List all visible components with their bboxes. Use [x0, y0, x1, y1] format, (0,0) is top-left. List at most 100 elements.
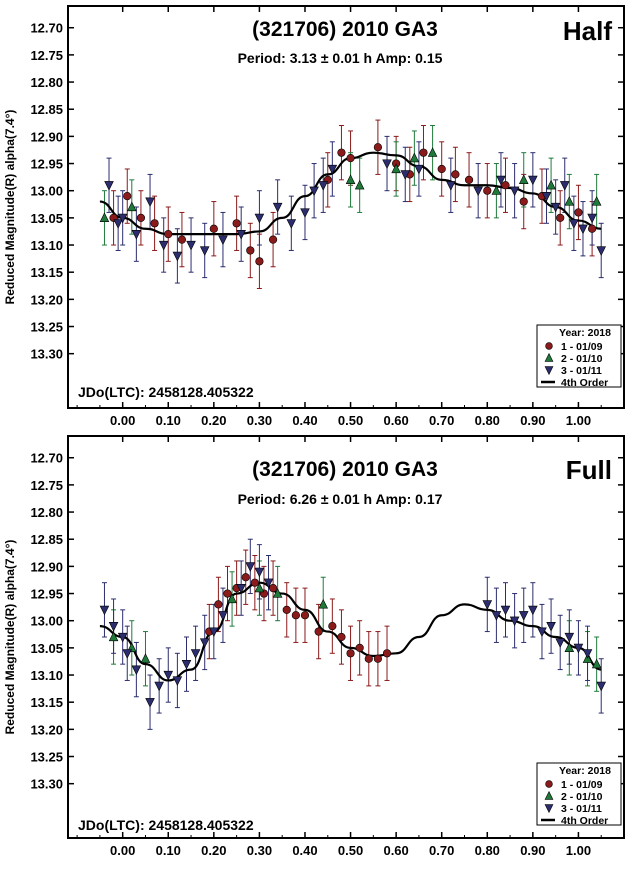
data-point	[541, 192, 552, 202]
x-tick-label: 0.80	[475, 413, 500, 428]
data-point	[546, 179, 556, 190]
y-tick-label: 12.95	[30, 157, 63, 172]
data-point	[564, 642, 575, 652]
data-point	[473, 186, 483, 197]
data-point	[104, 181, 114, 191]
y-tick-label: 13.30	[30, 347, 63, 362]
data-point	[246, 246, 255, 255]
data-point	[99, 212, 110, 222]
legend-title: Year: 2018	[559, 327, 611, 339]
data-point	[509, 616, 520, 627]
x-tick-label: 0.50	[338, 843, 363, 858]
y-tick-label: 13.20	[30, 292, 63, 307]
data-point	[154, 681, 164, 692]
x-tick-label: 0.60	[383, 413, 408, 428]
mode-label: Half	[563, 16, 612, 46]
x-tick-label: 0.10	[156, 843, 181, 858]
data-point	[518, 611, 529, 621]
data-point	[382, 649, 392, 658]
data-point	[483, 186, 492, 195]
legend-marker	[544, 366, 554, 376]
data-point	[518, 174, 529, 184]
data-point	[272, 588, 283, 598]
y-tick-label: 12.80	[30, 75, 63, 90]
y-tick-label: 13.00	[30, 184, 63, 199]
legend-label: 1 - 01/09	[561, 341, 603, 353]
data-point	[145, 698, 155, 708]
x-tick-label: 0.20	[201, 843, 226, 858]
data-point	[427, 147, 438, 157]
legend-title: Year: 2018	[559, 765, 611, 777]
x-tick-label: 0.40	[292, 413, 317, 428]
legend: Year: 2018 1 - 01/092 - 01/103 - 01/114th…	[536, 762, 622, 827]
data-point	[218, 611, 228, 621]
x-tick-label: 0.70	[429, 413, 454, 428]
data-point	[564, 632, 575, 643]
y-tick-label: 12.85	[30, 532, 63, 547]
y-tick-label: 13.00	[30, 614, 63, 629]
data-point	[437, 164, 446, 174]
data-point	[214, 600, 223, 609]
data-point	[327, 164, 338, 175]
legend-label: 4th Order	[561, 815, 608, 827]
y-tick-label: 13.25	[30, 750, 63, 765]
data-point	[555, 638, 565, 648]
data-point	[254, 582, 265, 593]
chart-half: 0.00 0.10 0.20 0.30 0.40 0.50 0.60 0.70 0.80 0.90…	[3, 5, 625, 428]
data-point	[528, 605, 538, 616]
data-point	[582, 649, 593, 659]
legend-marker	[544, 804, 554, 814]
data-point	[190, 649, 201, 659]
legend-box	[536, 762, 622, 826]
data-point	[451, 170, 460, 179]
chart-full: 0.00 0.10 0.20 0.30 0.40 0.50 0.60 0.70 0.80 0.90…	[3, 435, 625, 858]
x-tick-label: 0.90	[520, 843, 545, 858]
data-point	[491, 611, 502, 621]
data-point	[209, 627, 219, 638]
y-tick-label: 12.90	[30, 559, 63, 574]
data-point	[254, 213, 265, 224]
legend-label: 2 - 01/10	[561, 353, 603, 365]
data-point	[272, 202, 283, 213]
data-point	[145, 197, 155, 208]
data-point	[300, 208, 310, 218]
data-point	[236, 230, 246, 240]
chart-subtitle: Period: 3.13 ± 0.01 h Amp: 0.15	[238, 50, 443, 66]
data-point	[158, 240, 169, 251]
data-point	[519, 197, 528, 206]
data-point	[117, 632, 128, 643]
data-point	[564, 196, 575, 206]
chart-title: (321706) 2010 GA3	[252, 458, 438, 481]
data-point	[199, 246, 210, 256]
data-point	[337, 632, 346, 642]
data-point	[131, 665, 142, 676]
chart-subtitle: Period: 6.26 ± 0.01 h Amp: 0.17	[238, 491, 443, 507]
y-tick-label: 13.05	[30, 211, 63, 226]
data-point	[364, 654, 373, 663]
data-point	[587, 224, 597, 233]
y-axis-label: Reduced Magnitude(R) alpha(7.4°)	[3, 540, 17, 735]
y-tick-label: 12.90	[30, 129, 63, 144]
data-point	[172, 676, 183, 686]
data-point	[373, 654, 383, 663]
x-tick-label: 0.00	[110, 843, 135, 858]
x-tick-label: 0.40	[292, 843, 317, 858]
data-point	[99, 605, 110, 616]
legend-label: 3 - 01/11	[561, 365, 602, 377]
data-point	[373, 143, 383, 152]
data-point	[414, 164, 424, 175]
data-point	[596, 681, 606, 692]
data-point	[127, 201, 137, 212]
data-point	[550, 202, 561, 213]
y-tick-label: 13.25	[30, 320, 63, 335]
data-point	[446, 181, 456, 191]
data-point	[409, 152, 420, 163]
legend-marker	[545, 342, 553, 350]
data-point	[491, 185, 502, 195]
data-point	[254, 567, 265, 578]
data-point	[419, 148, 428, 157]
data-point	[482, 600, 493, 610]
legend-label: 4th Order	[561, 377, 608, 389]
data-point	[528, 175, 538, 186]
